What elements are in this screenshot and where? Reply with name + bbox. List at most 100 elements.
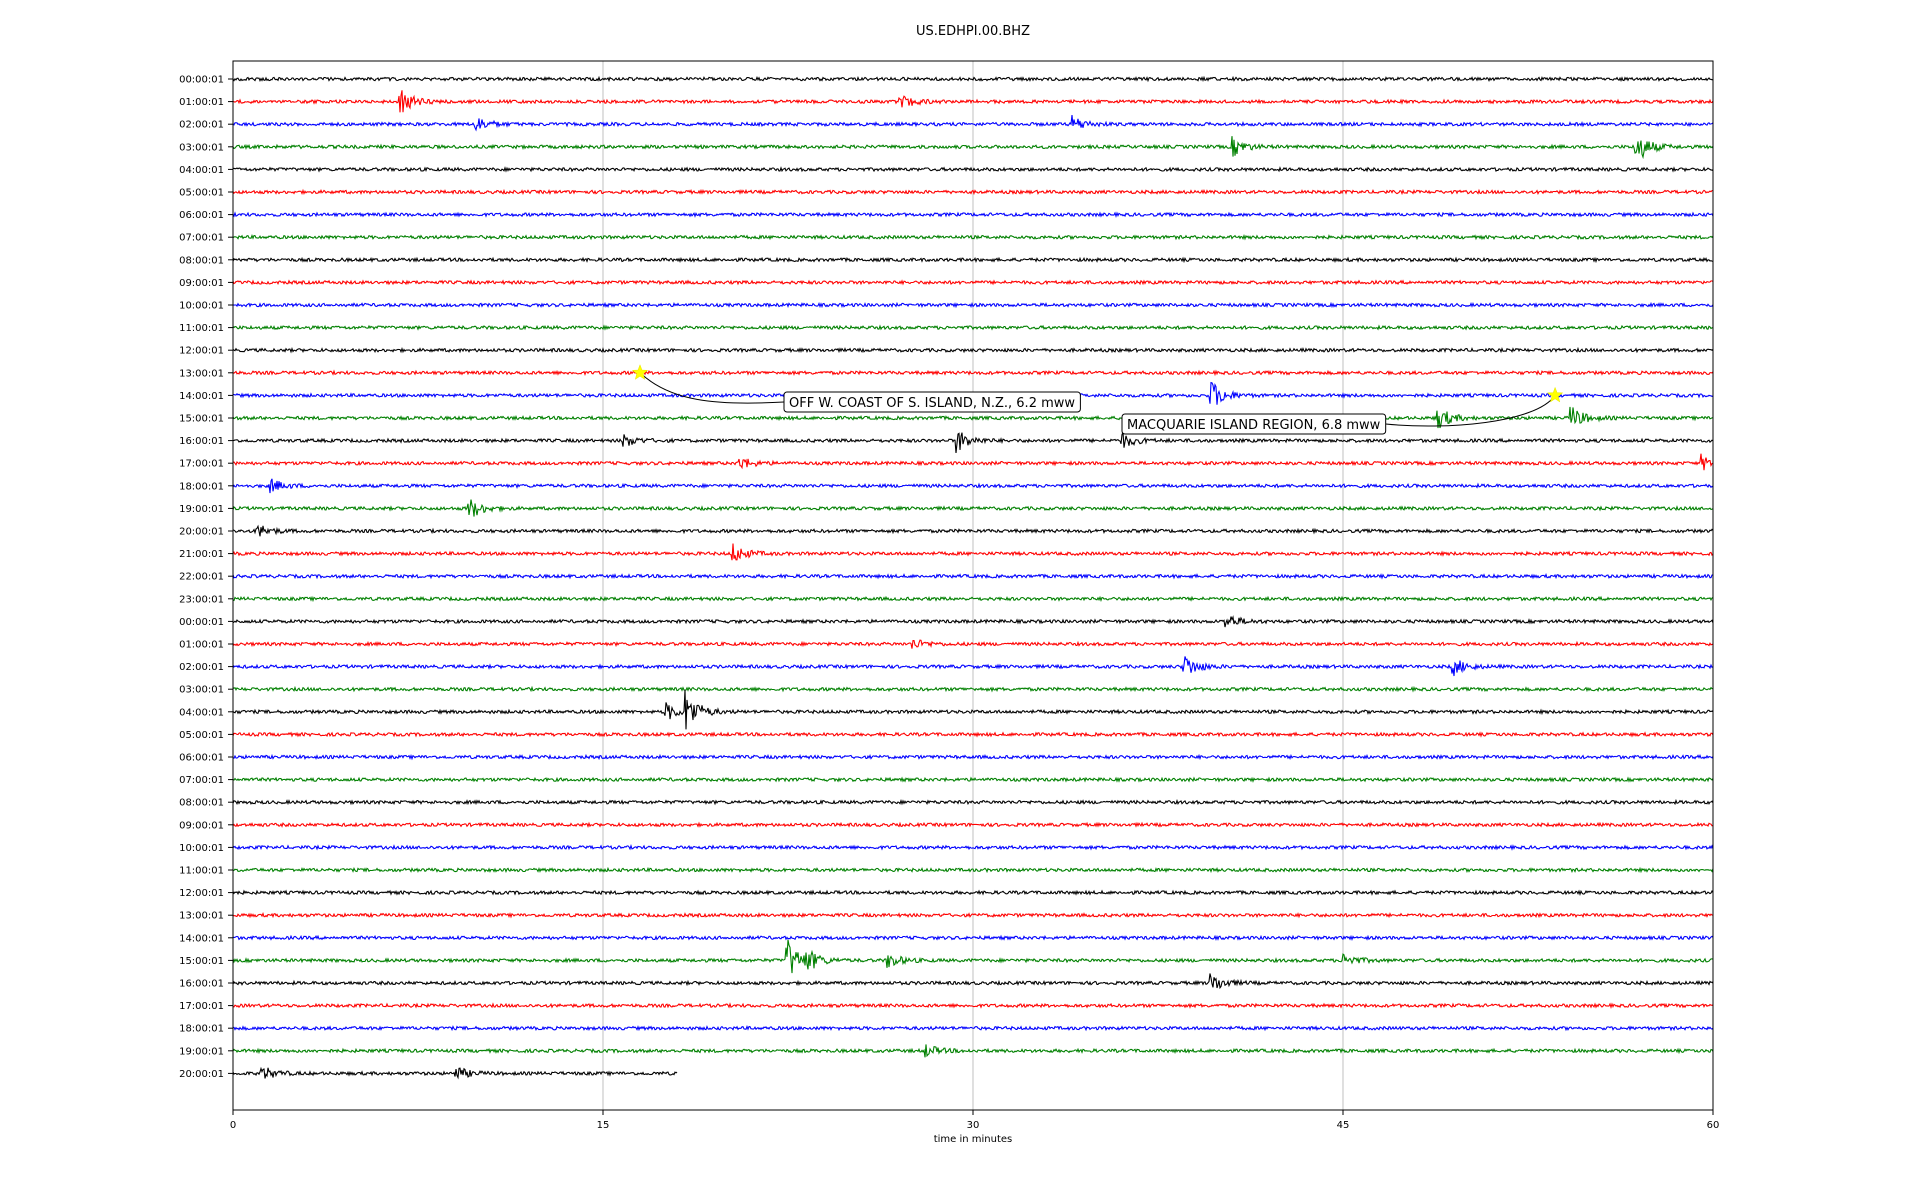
trace-row [232, 689, 1714, 730]
x-tick-label: 30 [967, 1120, 980, 1131]
trace-row [232, 346, 1714, 354]
trace-row [232, 90, 1714, 113]
trace-row [232, 753, 1714, 761]
trace-row [232, 233, 1714, 241]
row-time-label: 18:00:01 [179, 481, 224, 492]
row-time-label: 11:00:01 [179, 323, 224, 334]
trace-row [232, 369, 1714, 377]
row-time-label: 07:00:01 [179, 775, 224, 786]
row-time-label: 21:00:01 [179, 549, 224, 560]
annotation-label: OFF W. COAST OF S. ISLAND, N.Z., 6.2 mww [789, 396, 1075, 411]
x-tick-label: 15 [597, 1120, 610, 1131]
trace-row [232, 1002, 1714, 1010]
vertical-gridlines [602, 61, 1344, 1110]
trace-row [232, 934, 1714, 942]
row-time-label: 23:00:01 [179, 594, 224, 605]
trace-row [232, 453, 1714, 471]
row-time-label: 15:00:01 [179, 414, 224, 425]
trace-row [232, 279, 1714, 286]
event-annotation: OFF W. COAST OF S. ISLAND, N.Z., 6.2 mww [631, 364, 1081, 413]
trace-row [232, 595, 1714, 603]
trace-row [232, 573, 1714, 580]
annotation-connector [639, 372, 785, 404]
trace-row [232, 478, 1714, 494]
row-time-label: 06:00:01 [179, 210, 224, 221]
trace-row [232, 844, 1714, 851]
row-time-label: 20:00:01 [179, 527, 224, 538]
row-time-label: 19:00:01 [179, 1046, 224, 1057]
x-tick-label: 0 [230, 1120, 236, 1131]
row-time-label: 17:00:01 [179, 459, 224, 470]
row-time-label: 00:00:01 [179, 617, 224, 628]
trace-row [232, 912, 1714, 919]
x-axis-ticks: 0 15 30 45 60 [230, 1110, 1720, 1131]
trace-row [232, 543, 1714, 561]
row-time-label: 04:00:01 [179, 165, 224, 176]
trace-row [232, 821, 1714, 829]
row-time-label: 16:00:01 [179, 979, 224, 990]
trace-row [232, 731, 1714, 738]
trace-row [232, 301, 1714, 309]
chart-title: US.EDHPI.00.BHZ [916, 24, 1030, 39]
trace-row [232, 211, 1714, 219]
seismogram-traces [232, 75, 1714, 1080]
row-time-label: 18:00:01 [179, 1024, 224, 1035]
x-axis-label: time in minutes [934, 1134, 1013, 1145]
row-time-label: 11:00:01 [179, 866, 224, 877]
row-time-label: 02:00:01 [179, 662, 224, 673]
row-time-label: 01:00:01 [179, 640, 224, 651]
row-time-label: 08:00:01 [179, 798, 224, 809]
row-time-label: 06:00:01 [179, 753, 224, 764]
trace-row [232, 866, 1714, 874]
row-time-label: 12:00:01 [179, 888, 224, 899]
trace-row [232, 115, 1714, 132]
row-time-label: 17:00:01 [179, 1001, 224, 1012]
row-time-label: 05:00:01 [179, 730, 224, 741]
trace-row [232, 324, 1713, 331]
trace-row [232, 973, 1714, 990]
row-time-label: 14:00:01 [179, 933, 224, 944]
row-time-label: 09:00:01 [179, 820, 224, 831]
trace-row [232, 685, 1714, 693]
x-tick-label: 60 [1707, 1120, 1720, 1131]
event-star-icon [1546, 386, 1564, 403]
row-time-label: 14:00:01 [179, 391, 224, 402]
row-time-label: 05:00:01 [179, 188, 224, 199]
row-time-label: 02:00:01 [179, 120, 224, 131]
event-star-icon [631, 364, 649, 380]
row-time-label: 13:00:01 [179, 368, 224, 379]
trace-row [232, 524, 1714, 537]
row-time-label: 20:00:01 [179, 1069, 224, 1080]
trace-row [232, 656, 1714, 677]
row-time-label: 04:00:01 [179, 707, 224, 718]
trace-row [232, 1066, 678, 1080]
row-time-label: 19:00:01 [179, 504, 224, 515]
row-time-label: 10:00:01 [179, 301, 224, 312]
trace-row [232, 499, 1714, 517]
trace-row [232, 136, 1714, 160]
event-annotation: MACQUARIE ISLAND REGION, 6.8 mww [1121, 386, 1564, 435]
row-time-label: 22:00:01 [179, 572, 224, 583]
row-time-label: 13:00:01 [179, 911, 224, 922]
row-time-label: 03:00:01 [179, 142, 224, 153]
trace-row [232, 406, 1714, 429]
trace-row [232, 432, 1714, 453]
trace-row [233, 1025, 1714, 1032]
trace-row [232, 166, 1714, 173]
annotation-label: MACQUARIE ISLAND REGION, 6.8 mww [1127, 418, 1381, 433]
trace-row [232, 188, 1714, 196]
row-time-label: 03:00:01 [179, 685, 224, 696]
trace-row [232, 75, 1714, 83]
row-time-label: 08:00:01 [179, 255, 224, 266]
trace-row [232, 939, 1714, 974]
annotation-connector [1385, 395, 1556, 427]
row-time-label: 07:00:01 [179, 233, 224, 244]
row-time-label: 16:00:01 [179, 436, 224, 447]
trace-row [232, 1044, 1714, 1058]
row-time-label: 00:00:01 [179, 75, 224, 86]
trace-row [232, 256, 1714, 264]
row-time-label: 12:00:01 [179, 346, 224, 357]
row-time-label: 01:00:01 [179, 97, 224, 108]
row-time-labels: 00:00:01 01:00:01 02:00:01 03:00:01 04:00:01… [179, 75, 233, 1080]
